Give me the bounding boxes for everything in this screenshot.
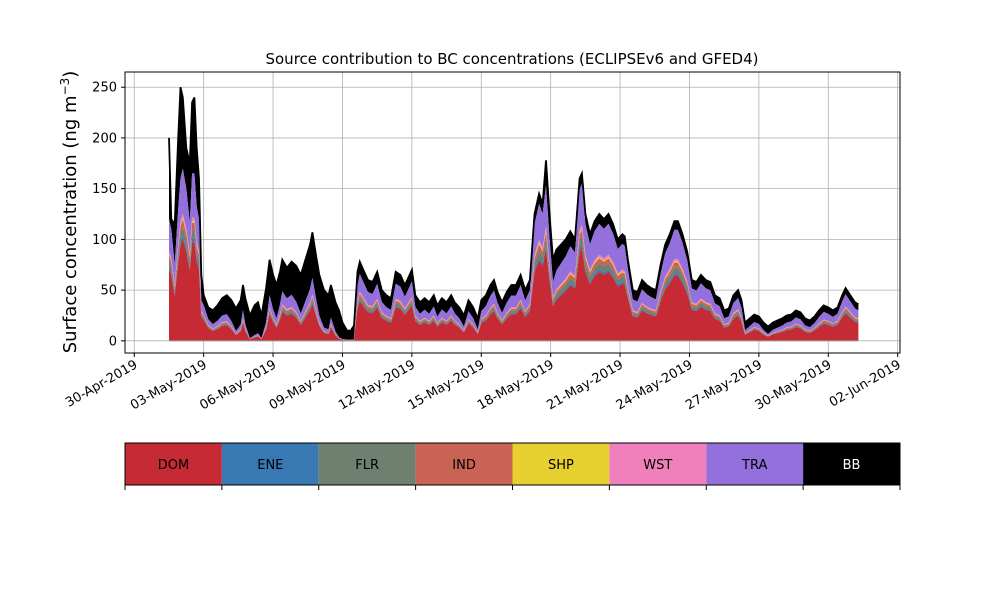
stacked-areas: [168, 87, 859, 342]
x-tick-label: 02-Jun-2019: [827, 357, 904, 410]
x-tick-label: 27-May-2019: [683, 357, 765, 413]
source-colorbar-legend: DOM ENE FLR IND SHP WST TRA BB: [124, 442, 901, 490]
legend-frame: [124, 442, 901, 486]
legend-label-tra: TRA: [741, 458, 767, 473]
y-tick-label: 100: [92, 233, 117, 248]
y-tick-label: 150: [92, 182, 117, 197]
x-tick-label: 06-May-2019: [197, 357, 279, 413]
y-tick-label: 200: [92, 131, 117, 146]
x-tick-label: 09-May-2019: [267, 357, 349, 413]
plot-frame: [124, 71, 901, 354]
y-tick-label: 0: [109, 334, 117, 349]
legend-swatch-shp: [512, 443, 610, 485]
chart-title: Source contribution to BC concentrations…: [265, 50, 758, 68]
area-flr: [169, 226, 859, 341]
area-bb: [169, 87, 859, 340]
y-axis-label: Surface concentration (ng m−3): [58, 71, 81, 354]
y-tick-label: 250: [92, 81, 117, 96]
y-axis: 0 50 100 150 200 250: [92, 81, 125, 349]
legend-swatch-bb: [803, 443, 900, 485]
legend-label-shp: SHP: [548, 458, 574, 473]
area-tra: [169, 168, 859, 341]
legend-swatch-ind: [415, 443, 513, 485]
x-tick-label: 15-May-2019: [406, 357, 488, 413]
x-tick-label: 18-May-2019: [475, 357, 557, 413]
total-outline: [168, 87, 859, 332]
legend-swatch-dom: [125, 443, 222, 485]
legend-label-ind: IND: [452, 458, 476, 473]
area-dom: [169, 239, 859, 341]
x-tick-label: 03-May-2019: [128, 357, 210, 413]
x-tick-label: 21-May-2019: [544, 357, 626, 413]
legend-label-wst: WST: [643, 458, 672, 473]
legend-label-flr: FLR: [355, 458, 379, 473]
y-tick-label: 50: [100, 284, 117, 299]
legend-swatch-flr: [318, 443, 416, 485]
x-tick-label: 24-May-2019: [614, 357, 696, 413]
legend-label-ene: ENE: [257, 458, 283, 473]
y-axis-label-close: ): [60, 71, 81, 78]
area-ind: [169, 219, 859, 341]
legend-swatch-tra: [706, 443, 804, 485]
x-axis: 30-Apr-201903-May-201906-May-201909-May-…: [63, 353, 904, 413]
y-axis-label-main: Surface concentration (ng m: [60, 95, 81, 353]
x-tick-label: 12-May-2019: [336, 357, 418, 413]
legend-swatch-wst: [609, 443, 707, 485]
legend-label-bb: BB: [843, 458, 861, 473]
x-tick-label: 30-May-2019: [753, 357, 835, 413]
legend-swatch-ene: [221, 443, 319, 485]
legend-label-dom: DOM: [158, 458, 189, 473]
y-axis-label-sup: −3: [58, 78, 72, 96]
